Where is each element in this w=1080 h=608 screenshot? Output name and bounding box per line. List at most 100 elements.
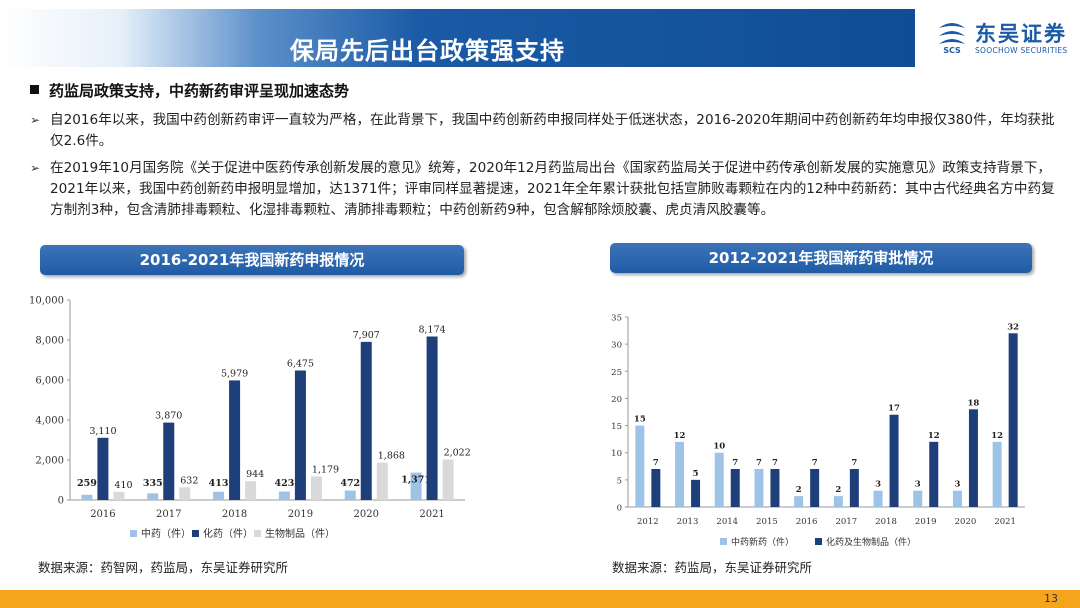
legend-label: 中药新药（件）	[731, 536, 794, 548]
bar	[278, 491, 290, 500]
legend-label: 化药及生物制品（件）	[826, 536, 916, 548]
data-label: 5,979	[221, 368, 248, 379]
soochow-logo-icon: SCS	[939, 23, 965, 54]
bar	[730, 469, 740, 507]
y-tick-label: 25	[611, 368, 622, 378]
x-tick-label: 2015	[756, 517, 778, 527]
data-label: 7	[732, 458, 738, 468]
bar	[849, 469, 859, 507]
x-tick-label: 2017	[836, 517, 858, 527]
bar	[426, 336, 438, 500]
section-heading-text: 药监局政策支持，中药新药审评呈现加速态势	[49, 82, 350, 100]
data-label: 335	[143, 478, 163, 489]
page-title: 保局先后出台政策强支持	[290, 37, 565, 65]
bar	[179, 487, 191, 500]
paragraph-2: ➢ 在2019年10月国务院《关于促进中医药传承创新发展的意见》统筹，2020年…	[30, 158, 1060, 221]
data-label: 7,907	[353, 330, 380, 341]
bar	[360, 341, 372, 500]
data-label: 2	[835, 485, 841, 495]
bar	[376, 462, 388, 500]
y-tick-label: 10,000	[29, 296, 64, 307]
data-label: 423	[274, 478, 294, 489]
bar	[651, 469, 661, 507]
section-heading: 药监局政策支持，中药新药审评呈现加速态势	[30, 80, 349, 101]
legend-swatch	[815, 538, 822, 545]
bar	[794, 496, 804, 507]
x-tick-label: 2018	[875, 517, 897, 527]
bar	[873, 490, 883, 507]
bar	[714, 452, 724, 507]
bar	[889, 414, 899, 507]
x-tick-label: 2016	[90, 509, 115, 520]
bar	[97, 437, 109, 500]
data-label: 410	[114, 480, 132, 491]
data-label: 259	[77, 478, 97, 489]
bar	[81, 494, 93, 500]
bar	[635, 425, 645, 507]
y-tick-label: 5	[617, 476, 622, 486]
data-label: 3,110	[89, 426, 116, 437]
bar	[992, 441, 1002, 507]
data-label: 6,475	[287, 359, 314, 370]
x-tick-label: 2021	[994, 517, 1016, 527]
y-tick-label: 35	[611, 314, 622, 324]
data-label: 5	[693, 469, 699, 479]
page-number: 13	[1044, 592, 1058, 605]
bar	[810, 469, 820, 507]
data-label: 944	[246, 469, 264, 480]
square-bullet-icon	[30, 85, 39, 94]
data-label: 7	[812, 458, 818, 468]
data-label: 2,022	[444, 448, 471, 459]
y-tick-label: 0	[617, 504, 622, 514]
bar	[310, 476, 322, 500]
bar	[675, 441, 685, 507]
data-label: 17	[888, 404, 900, 414]
chart-approvals: 0 5 10 15 20 25 30 35 2012 15 7 2013 12 5 2014 10 7 2015 7…	[611, 314, 1025, 548]
x-tick-label: 2018	[222, 509, 247, 520]
paragraph-1-text: 自2016年以来，我国中药创新药审评一直较为严格，在此背景下，我国中药创新药申报…	[50, 112, 1055, 149]
x-tick-label: 2012	[637, 517, 659, 527]
x-tick-label: 2016	[796, 517, 818, 527]
legend-swatch	[254, 530, 261, 537]
bar	[754, 469, 764, 507]
bar	[163, 422, 175, 500]
data-label: 2	[796, 485, 802, 495]
data-label: 18	[968, 398, 980, 408]
data-label: 1,868	[378, 451, 405, 462]
data-label: 413	[209, 478, 229, 489]
data-label: 8,174	[418, 325, 445, 336]
bar	[147, 493, 159, 500]
data-label: 12	[674, 431, 686, 441]
bar	[213, 491, 225, 500]
data-label: 32	[1007, 322, 1019, 332]
data-label: 3,870	[155, 411, 182, 422]
paragraph-2-text: 在2019年10月国务院《关于促进中医药传承创新发展的意见》统筹，2020年12…	[50, 160, 1055, 218]
bar	[410, 472, 422, 500]
bar	[929, 441, 939, 507]
bar	[344, 490, 356, 500]
data-label: 3	[915, 480, 921, 490]
y-tick-label: 8,000	[35, 336, 64, 347]
data-label: 3	[954, 480, 960, 490]
x-tick-label: 2021	[419, 509, 444, 520]
bar	[245, 481, 257, 500]
bar	[113, 491, 125, 500]
bar	[833, 496, 843, 507]
x-tick-label: 2013	[677, 517, 699, 527]
x-tick-label: 2017	[156, 509, 181, 520]
footer-bar	[0, 590, 1080, 608]
x-tick-label: 2019	[288, 509, 313, 520]
x-tick-label: 2019	[915, 517, 937, 527]
data-label: 472	[340, 478, 360, 489]
bar	[229, 380, 241, 500]
chart-2-title: 2012-2021年我国新药审批情况	[610, 243, 1032, 273]
data-label: 1,371	[401, 475, 431, 486]
bar	[294, 370, 306, 500]
bar	[968, 409, 978, 507]
bar	[1008, 333, 1018, 507]
logo-name: 东吴证券	[975, 22, 1067, 46]
y-tick-label: 30	[611, 341, 622, 351]
bar	[952, 490, 962, 507]
legend-swatch	[130, 530, 137, 537]
legend-label: 中药（件）	[141, 527, 191, 540]
